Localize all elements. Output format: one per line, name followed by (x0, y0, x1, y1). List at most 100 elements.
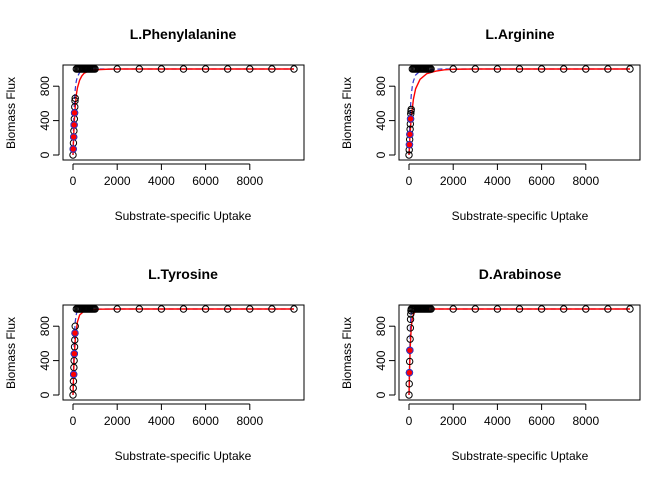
plot-frame (62, 304, 305, 401)
y-axis-label: Biomass Flux (340, 317, 354, 389)
x-tick-label: 6000 (192, 174, 219, 188)
data-point (449, 305, 457, 313)
data-point (493, 305, 502, 313)
highlighted-point (405, 140, 414, 149)
highlighted-points (69, 109, 79, 153)
y-tick-label: 0 (374, 151, 388, 158)
highlighted-point (71, 329, 79, 337)
y-axis-label: Biomass Flux (4, 317, 18, 389)
x-tick-label: 0 (70, 174, 77, 188)
data-point (405, 380, 413, 388)
data-point (582, 65, 590, 73)
data-point (582, 305, 590, 313)
plot-frame (62, 64, 305, 161)
data-point (560, 305, 568, 313)
x-ticks: 0 2000 4000 6000 8000 (406, 163, 599, 188)
highlighted-point (69, 145, 77, 153)
x-tick-label: 8000 (236, 414, 263, 428)
data-point (471, 305, 479, 313)
y-tick-label: 800 (374, 316, 388, 336)
x-tick-label: 0 (406, 174, 413, 188)
data-point (290, 65, 298, 73)
data-point (71, 94, 79, 102)
data-point (626, 65, 634, 73)
x-tick-label: 8000 (236, 174, 263, 188)
data-point (71, 97, 79, 105)
x-tick-label: 2000 (440, 414, 467, 428)
x-axis-label: Substrate-specific Uptake (452, 209, 589, 223)
data-point (246, 305, 254, 313)
data-point (405, 391, 413, 399)
data-point (91, 65, 99, 73)
highlighted-point (70, 121, 78, 129)
chart-title: L.Arginine (485, 26, 554, 42)
data-point (449, 65, 457, 73)
data-point (135, 305, 144, 313)
x-ticks: 0 2000 4000 6000 8000 (406, 403, 599, 428)
data-point (246, 65, 254, 73)
data-point (290, 305, 298, 313)
highlighted-point (70, 350, 79, 358)
data-point (268, 65, 276, 73)
x-tick-label: 0 (70, 414, 77, 428)
data-point (626, 305, 634, 313)
data-point (427, 305, 435, 313)
solid-fit-line (72, 308, 294, 396)
x-tick-label: 2000 (440, 174, 467, 188)
highlighted-point (70, 109, 79, 117)
y-tick-label: 800 (374, 76, 388, 96)
data-point (113, 305, 121, 313)
chart-title: L.Tyrosine (148, 266, 218, 282)
chart-title: L.Phenylalanine (130, 26, 237, 42)
x-tick-label: 4000 (484, 174, 511, 188)
y-ticks: 0 400 800 (374, 316, 396, 398)
x-tick-label: 6000 (528, 174, 555, 188)
x-axis-label: Substrate-specific Uptake (115, 449, 252, 463)
panel-arabinose: D.Arabinose Biomass Flux Substrate-speci… (340, 266, 641, 463)
data-point (560, 65, 568, 73)
panel-tyrosine: L.Tyrosine Biomass Flux Substrate-specif… (4, 266, 305, 463)
data-point (406, 335, 414, 343)
data-point (604, 305, 612, 313)
data-point (515, 305, 524, 313)
data-point (179, 65, 188, 73)
y-axis-label: Biomass Flux (4, 77, 18, 149)
x-tick-label: 6000 (528, 414, 555, 428)
y-ticks: 0 400 800 (374, 76, 396, 158)
data-point (224, 65, 232, 73)
data-points (405, 305, 634, 399)
data-point (179, 305, 188, 313)
x-ticks: 0 2000 4000 6000 8000 (70, 403, 263, 428)
x-tick-label: 8000 (572, 414, 599, 428)
y-tick-label: 400 (38, 110, 52, 130)
data-point (157, 305, 166, 313)
x-tick-label: 8000 (572, 174, 599, 188)
data-point (405, 357, 414, 366)
data-point (537, 65, 546, 73)
x-axis-label: Substrate-specific Uptake (115, 209, 252, 223)
data-point (407, 105, 415, 114)
y-tick-label: 800 (38, 76, 52, 96)
data-point (201, 65, 210, 73)
x-tick-label: 4000 (148, 414, 175, 428)
plot-frame (398, 64, 641, 161)
x-tick-label: 2000 (104, 174, 131, 188)
highlighted-points (405, 115, 415, 149)
highlighted-point (69, 133, 78, 141)
data-point (406, 315, 415, 324)
highlighted-point (69, 370, 78, 379)
data-point (113, 65, 121, 73)
data-point (224, 305, 232, 313)
data-point (427, 65, 435, 73)
data-point (604, 65, 612, 73)
y-tick-label: 0 (374, 391, 388, 398)
highlighted-point (405, 368, 414, 377)
y-tick-label: 400 (374, 110, 388, 130)
panel-phenylalanine: L.Phenylalanine Biomass Flux Substrate-s… (4, 26, 305, 223)
data-point (135, 65, 144, 73)
x-axis-label: Substrate-specific Uptake (452, 449, 589, 463)
y-tick-label: 400 (38, 350, 52, 370)
highlighted-points (69, 329, 79, 379)
y-tick-label: 0 (38, 151, 52, 158)
